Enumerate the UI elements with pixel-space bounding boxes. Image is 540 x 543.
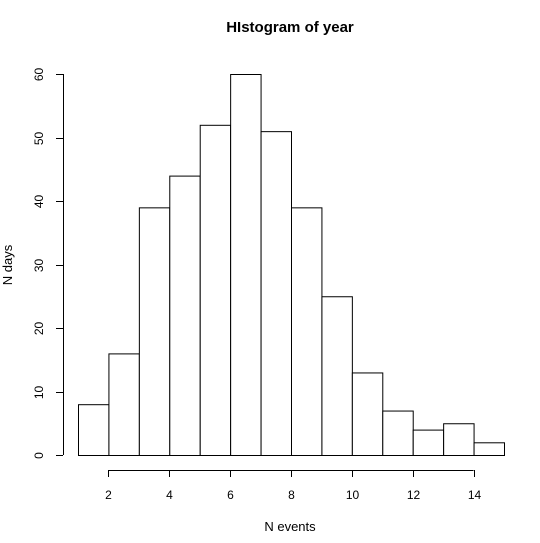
y-tick-label-50: 50 (32, 132, 46, 146)
chart-title: HIstogram of year (226, 19, 354, 36)
x-tick-label-12: 12 (407, 488, 421, 502)
bar-6-7 (230, 74, 262, 456)
bar-14-15 (473, 442, 506, 456)
y-tick-label-60: 60 (32, 68, 46, 82)
bar-5-6 (199, 124, 232, 457)
bar-4-5 (169, 175, 201, 456)
x-tick-label-4: 4 (166, 488, 173, 502)
y-axis-label: N days (0, 244, 15, 285)
x-tick-label-14: 14 (468, 488, 482, 502)
x-tick-label-6: 6 (227, 488, 234, 502)
bar-11-12 (382, 410, 414, 456)
bar-3-4 (138, 207, 171, 456)
y-tick-label-20: 20 (32, 322, 46, 336)
bar-9-10 (321, 296, 353, 456)
x-tick-label-2: 2 (105, 488, 112, 502)
bar-2-3 (108, 353, 140, 456)
y-tick-label-40: 40 (32, 195, 46, 209)
x-tick-label-10: 10 (346, 488, 360, 502)
y-tick-label-30: 30 (32, 259, 46, 273)
y-tick-label-10: 10 (32, 386, 46, 400)
y-tick-label-0: 0 (32, 452, 46, 459)
y-axis: 0 10 20 30 40 50 60 (32, 68, 64, 459)
bar-12-13 (412, 429, 445, 457)
bar-1-2 (78, 404, 110, 457)
x-axis: 2 4 6 8 10 12 14 (105, 470, 481, 502)
bar-7-8 (260, 131, 293, 456)
bar-10-11 (351, 372, 384, 457)
bars-group (78, 74, 506, 457)
x-axis-label: N events (264, 519, 316, 534)
bar-8-9 (291, 207, 323, 456)
x-tick-label-8: 8 (288, 488, 295, 502)
bar-13-14 (443, 423, 475, 456)
